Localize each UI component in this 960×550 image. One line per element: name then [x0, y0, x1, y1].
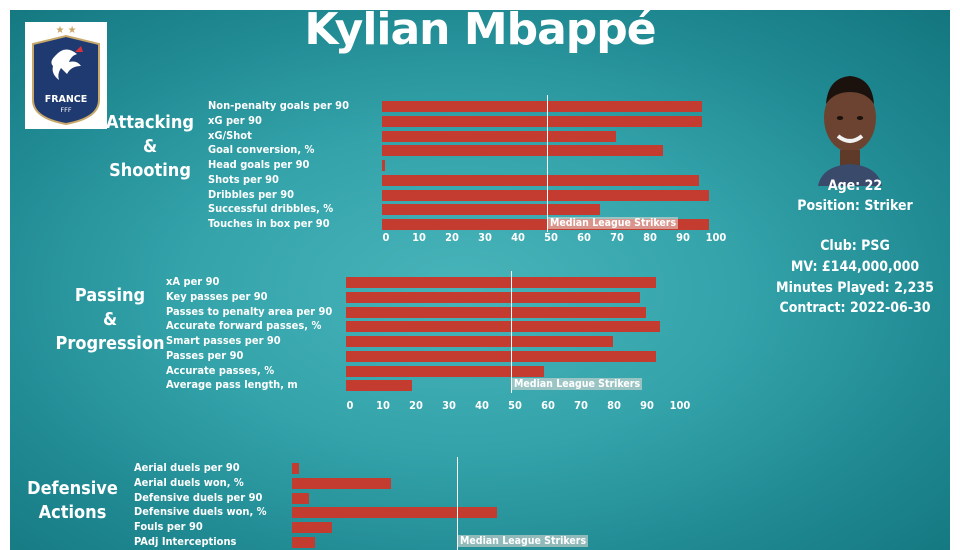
player-market-value: MV: £144,000,000: [790, 259, 920, 275]
section-label-line: Attacking: [106, 112, 194, 133]
metric-label: Passes per 90: [166, 348, 244, 362]
bar-average-pass-length-m: [346, 380, 412, 392]
bar-fouls-per-90: [292, 522, 332, 533]
x-tick-label: 30: [442, 399, 456, 412]
page-title: Kylian Mbappé: [304, 10, 656, 55]
bar-passes-to-penalty-area-per-90: [346, 306, 647, 318]
metric-label: xG/Shot: [208, 128, 252, 142]
badge-stars: ★ ★: [55, 25, 76, 36]
median-label: Median League Strikers: [512, 378, 643, 391]
metric-label: Shots per 90: [208, 172, 279, 186]
median-label: Median League Strikers: [458, 534, 589, 547]
section-label-line: Shooting: [109, 160, 191, 181]
metric-label: Defensive duels per 90: [134, 490, 263, 504]
bar-successful-dribbles: [382, 204, 600, 216]
metric-label: Dribbles per 90: [208, 187, 294, 201]
player-photo: [818, 76, 882, 186]
section-label-line: Defensive: [27, 478, 118, 499]
metric-label: xA per 90: [166, 275, 220, 288]
x-tick-label: 70: [574, 399, 588, 412]
player-contract: Contract: 2022-06-30: [779, 300, 931, 316]
bar-accurate-passes: [346, 365, 544, 377]
median-label: Median League Strikers: [548, 217, 679, 229]
x-tick-label: 70: [610, 231, 624, 244]
x-tick-label: 20: [445, 231, 459, 244]
x-tick-label: 90: [676, 231, 690, 244]
player-club: Club: PSG: [820, 238, 890, 254]
metric-label: Touches in box per 90: [208, 217, 330, 230]
x-tick-label: 80: [643, 231, 657, 244]
metric-label: Defensive duels won, %: [134, 505, 267, 519]
x-tick-label: 60: [541, 399, 555, 412]
metric-label: Non-penalty goals per 90: [208, 99, 349, 112]
player-minutes-played: Minutes Played: 2,235: [776, 280, 934, 296]
x-tick-label: 100: [705, 231, 727, 244]
france-fff-logo: ★ ★ FRANCE FFF: [25, 22, 107, 129]
bar-xa-per-90: [346, 277, 657, 288]
bar-accurate-forward-passes: [346, 321, 660, 333]
metric-label: Accurate passes, %: [166, 363, 275, 377]
x-tick-label: 0: [346, 399, 354, 412]
metric-label: Successful dribbles, %: [208, 202, 334, 216]
bar-aerial-duels-won: [292, 477, 391, 489]
metric-label: Aerial duels per 90: [134, 461, 240, 474]
france-crest-icon: ★ ★ FRANCE FFF: [32, 25, 100, 126]
bar-xg-per-90: [382, 115, 703, 127]
section-label-defensive: Defensive Actions: [25, 477, 120, 525]
section-label-line: Passing: [74, 285, 146, 306]
metric-label: Aerial duels won, %: [134, 475, 244, 489]
bar-touches-in-box-per-90: [382, 219, 709, 230]
x-tick-label: 0: [382, 231, 390, 244]
x-tick-label: 90: [640, 399, 654, 412]
section-label-passing: Passing & Progression: [55, 284, 165, 356]
bar-passes-per-90: [346, 350, 657, 362]
median-line: [511, 271, 512, 394]
metric-label: xG per 90: [208, 113, 262, 127]
median-line: [547, 95, 548, 232]
bar-defensive-duels-won: [292, 507, 497, 519]
x-tick-label: 50: [508, 399, 522, 412]
x-tick-label: 60: [577, 231, 591, 244]
badge-federation: FFF: [60, 106, 71, 114]
x-tick-label: 10: [412, 231, 426, 244]
metric-label: PAdj Interceptions: [134, 534, 237, 548]
section-label-line: Progression: [55, 333, 165, 354]
bar-xg-shot: [382, 130, 617, 142]
bar-non-penalty-goals-per-90: [382, 101, 703, 112]
x-tick-label: 100: [669, 399, 691, 412]
median-line: [457, 457, 458, 550]
metric-label: Fouls per 90: [134, 520, 203, 533]
metric-label: Passes to penalty area per 90: [166, 304, 333, 318]
bar-defensive-duels-per-90: [292, 492, 309, 504]
bar-smart-passes-per-90: [346, 336, 614, 347]
metric-label: Accurate forward passes, %: [166, 319, 322, 333]
bar-shots-per-90: [382, 174, 699, 186]
metric-label: Goal conversion, %: [208, 143, 315, 157]
x-tick-label: 40: [475, 399, 489, 412]
dashboard-panel: Kylian Mbappé ★ ★ FRANCE FFF Attacking &…: [10, 10, 950, 550]
bar-head-goals-per-90: [382, 160, 386, 171]
bar-goal-conversion: [382, 145, 663, 157]
badge-country: FRANCE: [45, 94, 88, 105]
section-label-line: &: [142, 136, 158, 157]
x-tick-label: 40: [511, 231, 525, 244]
bar-padj-interceptions: [292, 536, 316, 548]
x-tick-label: 20: [409, 399, 423, 412]
section-label-line: Actions: [38, 502, 107, 523]
x-tick-label: 50: [544, 231, 558, 244]
section-label-line: &: [102, 309, 118, 330]
section-label-attacking: Attacking & Shooting: [105, 111, 195, 183]
x-tick-label: 80: [607, 399, 621, 412]
x-tick-label: 30: [478, 231, 492, 244]
metric-label: Average pass length, m: [166, 378, 298, 392]
metric-label: Smart passes per 90: [166, 334, 281, 347]
player-position: Position: Striker: [797, 198, 913, 214]
metric-label: Key passes per 90: [166, 289, 268, 303]
bar-key-passes-per-90: [346, 291, 640, 303]
x-tick-label: 10: [376, 399, 390, 412]
metric-label: Head goals per 90: [208, 158, 310, 171]
bar-aerial-duels-per-90: [292, 463, 299, 474]
player-age: Age: 22: [827, 178, 883, 194]
bar-dribbles-per-90: [382, 189, 709, 201]
